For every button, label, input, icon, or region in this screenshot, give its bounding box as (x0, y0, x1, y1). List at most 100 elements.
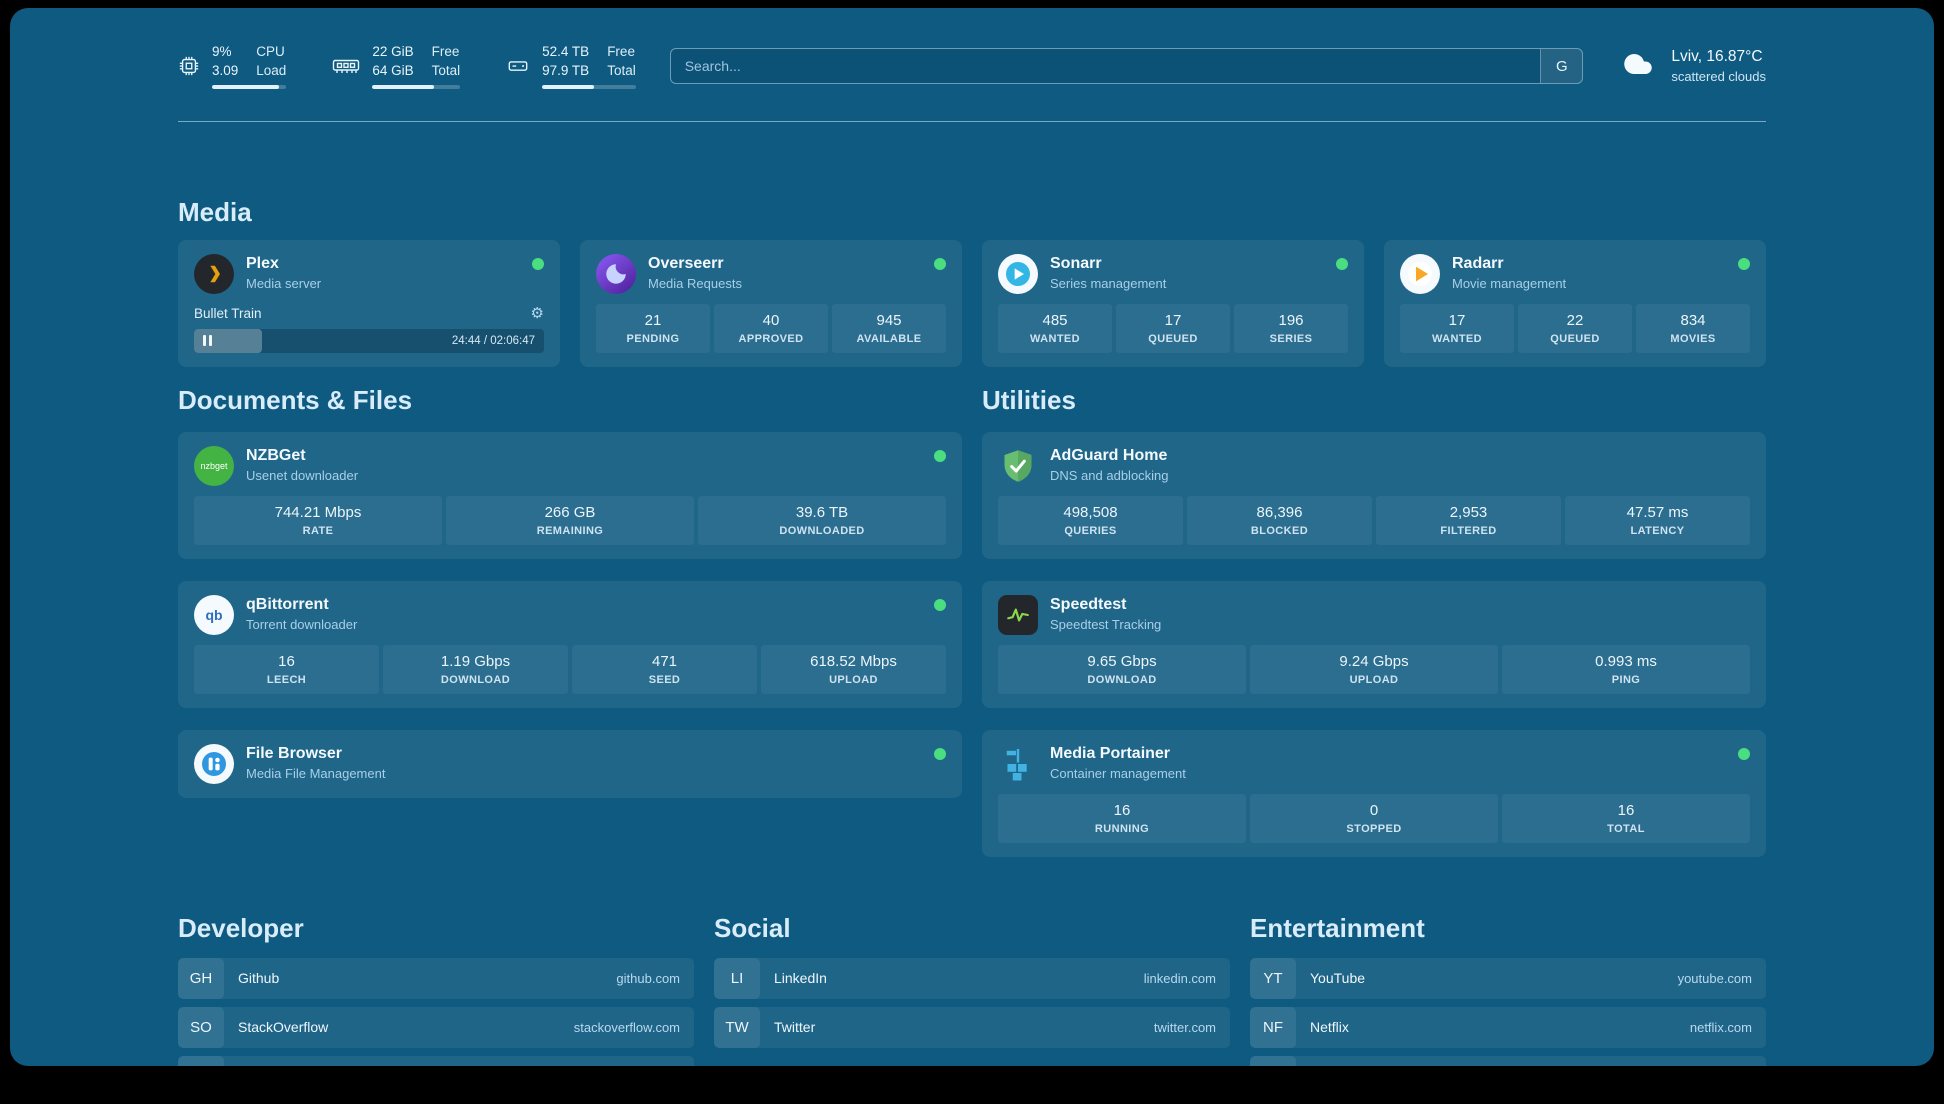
card-plex[interactable]: Plex Media server Bullet Train ⚙ 24:44 /… (178, 239, 560, 367)
card-filebrowser[interactable]: File Browser Media File Management (178, 729, 962, 798)
bookmark-dev[interactable]: DT DEV dev.to (178, 1055, 694, 1066)
app-name: Plex (246, 254, 279, 272)
bookmark-name: Twitter (774, 1019, 816, 1036)
stat-wanted: 485 WANTED (998, 303, 1112, 353)
app-subtitle: Torrent downloader (246, 616, 358, 632)
card-speedtest[interactable]: Speedtest Speedtest Tracking 9.65 Gbps D… (982, 580, 1766, 708)
app-name: AdGuard Home (1050, 446, 1168, 464)
bookmark-reddit[interactable]: RE Reddit reddit.com (1250, 1055, 1766, 1066)
section-title-social: Social (714, 912, 791, 943)
stat-leech: 16 LEECH (194, 644, 379, 694)
bookmark-stackoverflow[interactable]: SO StackOverflow stackoverflow.com (178, 1006, 694, 1048)
bookmark-url: linkedin.com (1143, 970, 1216, 986)
ram-icon (332, 55, 360, 77)
search-input[interactable] (670, 49, 1541, 84)
app-subtitle: Series management (1050, 275, 1167, 291)
cpu-meter (212, 84, 287, 89)
stat-blocked: 86,396 BLOCKED (1187, 495, 1372, 545)
stat-queued: 22 QUEUED (1518, 303, 1632, 353)
bookmark-youtube[interactable]: YT YouTube youtube.com (1250, 957, 1766, 999)
stat-series: 196 SERIES (1234, 303, 1348, 353)
stat-wanted: 17 WANTED (1400, 303, 1514, 353)
app-name: Overseerr (648, 254, 724, 272)
ram-total-value: 64 GiB (372, 62, 414, 78)
stat-upload: 618.52 Mbps UPLOAD (761, 644, 946, 694)
search-bar: G (669, 48, 1584, 85)
stat-latency: 47.57 ms LATENCY (1565, 495, 1750, 545)
stat-approved: 40 APPROVED (714, 303, 828, 353)
now-playing-title: Bullet Train (194, 305, 262, 321)
cpu-label: CPU (256, 44, 285, 59)
dashboard: 9% 3.09 CPU Load (10, 8, 1934, 1066)
stat-queries: 498,508 QUERIES (998, 495, 1183, 545)
adguard-icon (998, 446, 1038, 486)
portainer-icon (998, 744, 1038, 784)
app-name: Radarr (1452, 254, 1504, 272)
bookmark-url: youtube.com (1677, 970, 1752, 986)
pause-icon[interactable] (203, 335, 212, 347)
disk-meter (542, 84, 636, 89)
app-subtitle: Movie management (1452, 275, 1567, 291)
app-name: File Browser (246, 744, 343, 762)
card-nzbget[interactable]: nzbget NZBGet Usenet downloader 744.21 M… (178, 431, 962, 559)
app-subtitle: Media Requests (648, 275, 742, 291)
search-engine-button[interactable]: G (1540, 49, 1583, 84)
bookmark-url: github.com (616, 970, 680, 986)
radarr-icon (1400, 253, 1440, 294)
bookmark-linkedin[interactable]: LI LinkedIn linkedin.com (714, 957, 1230, 999)
section-title-utilities: Utilities (982, 384, 1076, 415)
topbar: 9% 3.09 CPU Load (178, 44, 1766, 89)
stat-upload: 9.24 Gbps UPLOAD (1250, 644, 1498, 694)
disk-widget: 52.4 TB 97.9 TB Free Total (506, 44, 636, 89)
card-qbittorrent[interactable]: qb qBittorrent Torrent downloader 16 LEE… (178, 580, 962, 708)
playback-progress-bar[interactable]: 24:44 / 02:06:47 (194, 328, 544, 353)
plex-icon (194, 253, 234, 294)
status-dot (934, 449, 946, 462)
cloud-icon (1617, 49, 1659, 84)
status-dot (1738, 257, 1750, 270)
bookmarks-entertainment: Entertainment YT YouTube youtube.com NF … (1250, 913, 1766, 1066)
app-subtitle: Media server (246, 275, 322, 291)
bookmark-name: LinkedIn (774, 970, 827, 987)
card-radarr[interactable]: Radarr Movie management 17 WANTED 22 QUE… (1384, 239, 1766, 367)
section-title-entertainment: Entertainment (1250, 912, 1425, 943)
stat-running: 16 RUNNING (998, 793, 1246, 843)
topbar-divider (178, 120, 1766, 122)
disk-icon (506, 55, 530, 77)
stat-available: 945 AVAILABLE (832, 303, 946, 353)
app-name: qBittorrent (246, 595, 329, 613)
bookmark-url: stackoverflow.com (573, 1019, 680, 1035)
disk-total-value: 97.9 TB (542, 62, 590, 78)
bookmark-name: YouTube (1310, 970, 1366, 987)
playback-time: 24:44 / 02:06:47 (451, 334, 535, 347)
stat-total: 16 TOTAL (1502, 793, 1750, 843)
bookmark-github[interactable]: GH Github github.com (178, 957, 694, 999)
system-metrics: 9% 3.09 CPU Load (178, 44, 636, 89)
card-portainer[interactable]: Media Portainer Container management 16 … (982, 729, 1766, 857)
cpu-load-label: Load (256, 62, 287, 78)
bookmark-name: Netflix (1310, 1019, 1349, 1036)
app-subtitle: Speedtest Tracking (1050, 616, 1162, 632)
stat-remaining: 266 GB REMAINING (446, 495, 694, 545)
stat-seed: 471 SEED (572, 644, 757, 694)
stat-download: 1.19 Gbps DOWNLOAD (383, 644, 568, 694)
card-adguard[interactable]: AdGuard Home DNS and adblocking 498,508 … (982, 431, 1766, 559)
app-subtitle: Media File Management (246, 765, 386, 781)
stat-rate: 744.21 Mbps RATE (194, 495, 442, 545)
card-sonarr[interactable]: Sonarr Series management 485 WANTED 17 Q… (982, 239, 1364, 367)
stat-queued: 17 QUEUED (1116, 303, 1230, 353)
bookmark-abbr: NF (1250, 1006, 1296, 1048)
weather-location: Lviv, 16.87°C (1671, 48, 1763, 66)
bookmark-twitter[interactable]: TW Twitter twitter.com (714, 1006, 1230, 1048)
app-name: Sonarr (1050, 254, 1102, 272)
card-overseerr[interactable]: Overseerr Media Requests 21 PENDING 40 A… (580, 239, 962, 367)
sonarr-icon (998, 253, 1038, 294)
gear-icon[interactable]: ⚙ (530, 304, 544, 322)
weather-condition: scattered clouds (1671, 69, 1766, 85)
stat-download: 9.65 Gbps DOWNLOAD (998, 644, 1246, 694)
status-dot (934, 747, 946, 760)
ram-total-label: Total (431, 62, 461, 78)
bookmark-netflix[interactable]: NF Netflix netflix.com (1250, 1006, 1766, 1048)
cpu-usage-value: 9% (212, 44, 232, 59)
ram-free-value: 22 GiB (372, 44, 414, 59)
